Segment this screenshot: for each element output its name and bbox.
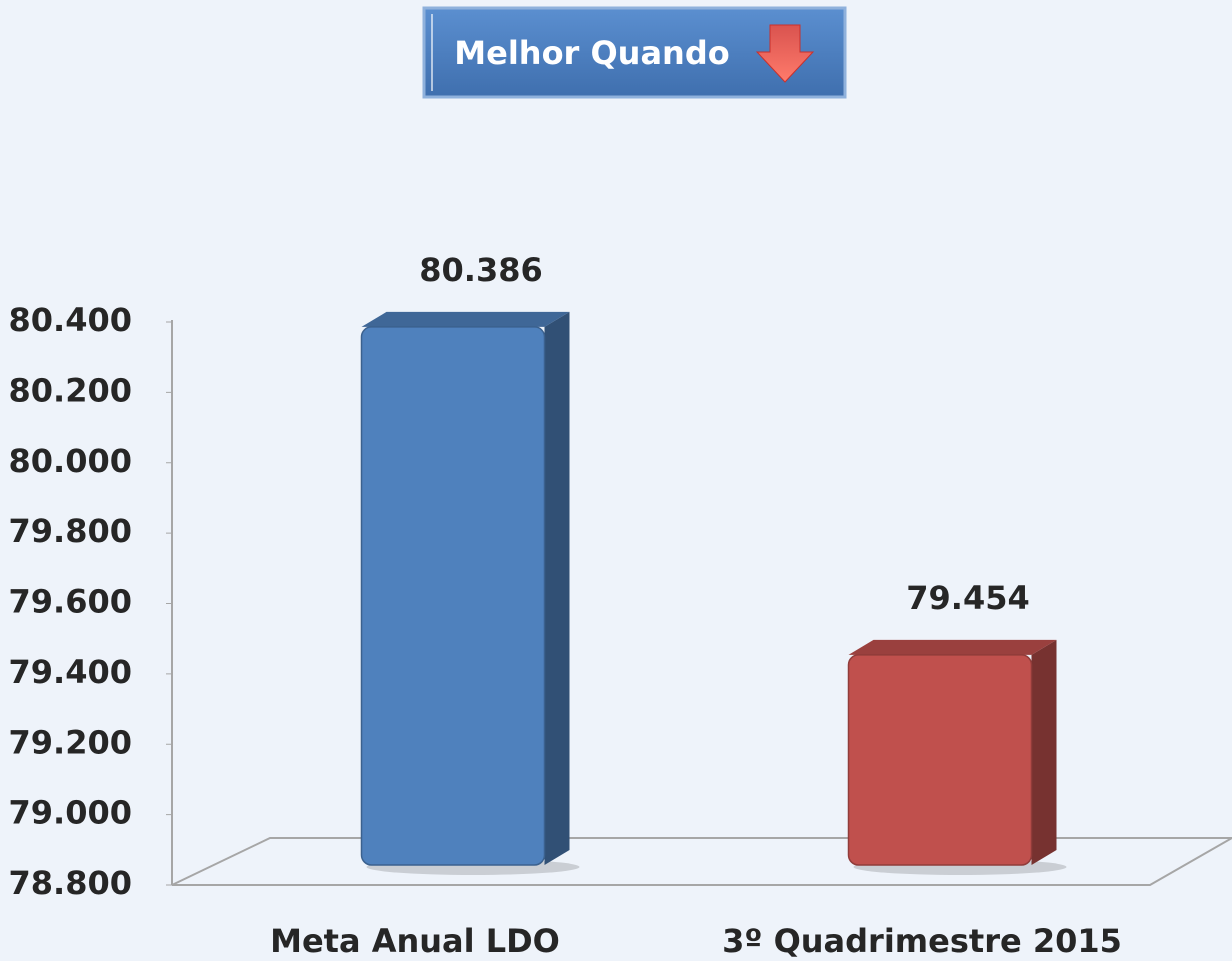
y-tick-label: 80.400 [9, 301, 132, 339]
badge: Melhor Quando [422, 6, 847, 99]
value-label: 79.454 [906, 579, 1029, 617]
bar-front [847, 654, 1033, 866]
y-tick-label: 79.800 [9, 512, 132, 550]
bar-side [1031, 639, 1057, 865]
y-tick-label: 80.200 [9, 371, 132, 409]
bar-front [360, 326, 546, 866]
floor-outline [171, 837, 1232, 886]
y-tick-label: 80.000 [9, 442, 132, 480]
y-tick-label: 78.800 [9, 864, 132, 902]
x-tick-label: Meta Anual LDO [270, 922, 560, 960]
bar [360, 311, 580, 875]
value-label: 80.386 [419, 251, 542, 289]
x-tick-label: 3º Quadrimestre 2015 [722, 922, 1122, 960]
badge-text: Melhor Quando [454, 34, 729, 72]
y-tick-label: 79.400 [9, 653, 132, 691]
y-tick-label: 79.600 [9, 583, 132, 621]
bar-top [361, 311, 570, 327]
bar-side [544, 311, 570, 865]
badge-arrow [755, 24, 815, 83]
y-tick-label: 79.200 [9, 723, 132, 761]
bar-top [848, 639, 1057, 655]
floor [171, 320, 1232, 886]
y-tick-label: 79.000 [9, 794, 132, 832]
bar [847, 639, 1067, 875]
